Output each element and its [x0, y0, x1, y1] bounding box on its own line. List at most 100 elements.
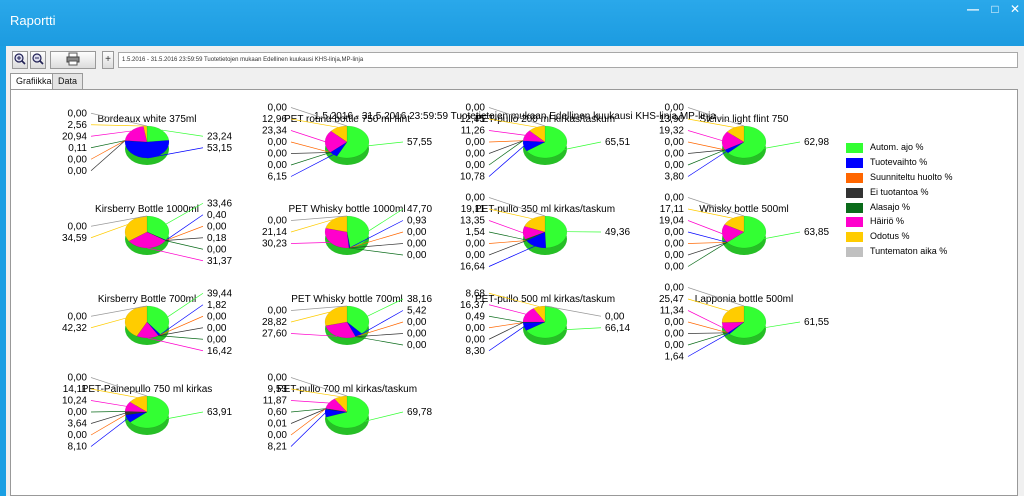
pie-slice — [727, 125, 767, 159]
pie-slice — [124, 215, 148, 242]
pie-leader-line — [687, 151, 727, 177]
pie-leader-line — [687, 332, 728, 334]
pie-slice — [346, 215, 370, 249]
pie-value-label: 66,14 — [605, 323, 630, 334]
pie-value-label: 63,85 — [804, 227, 829, 238]
pie-leader-line — [348, 231, 404, 249]
pie-value-label: 53,15 — [207, 143, 232, 154]
print-button[interactable] — [50, 51, 96, 69]
pie-value-label: 0,00 — [268, 216, 288, 227]
pie-leader-line — [90, 140, 126, 149]
pie-value-label: 11,34 — [660, 306, 685, 317]
pie-value-label: 0,00 — [207, 244, 227, 255]
pie-leader-line — [687, 197, 745, 217]
pie-slice — [526, 125, 568, 159]
pie-value-label: 0,00 — [665, 193, 685, 204]
pie-value-label: 0,00 — [68, 430, 88, 441]
zoom-in-button[interactable] — [12, 51, 28, 69]
pie-leader-line — [488, 231, 526, 241]
pie-leader-line — [290, 400, 329, 404]
pie-leader-line — [165, 202, 204, 225]
pie-leader-line — [488, 208, 533, 220]
maximize-button[interactable]: □ — [991, 2, 999, 16]
pie-value-label: 16,37 — [460, 300, 485, 311]
pie-leader-line — [348, 243, 404, 249]
pie-slice — [544, 215, 568, 249]
pie-leader-line — [687, 149, 725, 154]
chart-panel: 1.5.2016 - 31.5.2016 23:59:59 Tuotetieto… — [10, 89, 1018, 496]
legend-swatch — [846, 158, 863, 168]
pie-leader-line — [290, 215, 348, 221]
pie-leader-line — [488, 220, 524, 234]
pie-value-label: 5,42 — [407, 306, 427, 317]
report-window: + 1.5.2016 - 31.5.2016 23:59:59 Tuotetie… — [6, 46, 1024, 496]
legend-item: Suunniteltu huolto % — [846, 172, 1016, 184]
pie-value-label: 62,98 — [804, 137, 829, 148]
report-path-field[interactable]: 1.5.2016 - 31.5.2016 23:59:59 Tuotetieto… — [118, 52, 1018, 68]
pie-value-label: 0,00 — [466, 334, 486, 345]
pie-leader-line — [290, 154, 334, 177]
pie-leader-line — [488, 322, 524, 340]
pie-leader-line — [90, 224, 128, 239]
legend-swatch — [846, 173, 863, 183]
pie-leader-line — [165, 237, 204, 241]
pie-value-label: 0,00 — [466, 137, 486, 148]
pie-slice — [721, 305, 745, 323]
pie-leader-line — [564, 141, 602, 150]
expand-button[interactable]: + — [102, 51, 114, 69]
pie-value-label: 0,00 — [207, 221, 227, 232]
pie-leader-line — [488, 240, 527, 256]
pie-leader-line — [147, 337, 204, 352]
close-button[interactable]: ✕ — [1009, 2, 1021, 16]
pie-chart: Stelvin light flint 7500,0013,9019,320,0… — [659, 103, 829, 183]
pie-slice — [324, 305, 348, 327]
pie-leader-line — [687, 321, 728, 334]
pie-value-label: 0,00 — [68, 407, 88, 418]
zoom-out-button[interactable] — [30, 51, 46, 69]
legend-swatch — [846, 203, 863, 213]
pie-leader-line — [290, 107, 348, 127]
pie-slice — [522, 225, 546, 240]
pie-leader-line — [290, 130, 326, 142]
pie-value-label: 0,00 — [665, 149, 685, 160]
pie-value-label: 0,00 — [268, 160, 288, 171]
pie-value-label: 30,23 — [262, 239, 287, 250]
pie-leader-line — [488, 322, 524, 329]
pie-value-label: 47,70 — [407, 204, 432, 215]
pie-leader-line — [488, 197, 546, 217]
pie-value-label: 0,00 — [665, 137, 685, 148]
pie-value-label: 19,04 — [659, 216, 684, 227]
pie-value-label: 28,82 — [262, 317, 287, 328]
pie-leader-line — [687, 107, 745, 127]
pie-leader-line — [90, 140, 126, 160]
pie-leader-line — [290, 311, 330, 323]
pie-leader-line — [564, 327, 602, 331]
window-title: Raportti — [10, 13, 56, 28]
pie-value-label: 17,11 — [660, 204, 685, 215]
minimize-button[interactable]: — — [967, 2, 979, 16]
legend-swatch — [846, 188, 863, 198]
pie-leader-line — [367, 298, 404, 317]
pie-title: Bordeaux white 375ml — [98, 114, 197, 125]
pie-leader-line — [167, 292, 204, 318]
pie-value-label: 10,78 — [460, 172, 485, 183]
pie-leader-line — [90, 130, 131, 137]
pie-leader-line — [90, 140, 126, 172]
pie-value-label: 57,55 — [407, 137, 432, 148]
pie-value-label: 27,60 — [262, 329, 287, 340]
pie-leader-line — [290, 152, 331, 154]
pie-leader-line — [90, 410, 126, 413]
legend-swatch — [846, 247, 863, 257]
pie-slice — [526, 231, 547, 249]
pie-leader-line — [358, 310, 404, 336]
pie-leader-line — [290, 219, 334, 233]
pie-value-label: 23,24 — [207, 131, 232, 142]
pie-leader-line — [90, 412, 126, 424]
pie-leader-line — [349, 220, 404, 249]
tab-data[interactable]: Data — [52, 73, 84, 89]
pie-leader-line — [147, 147, 204, 159]
pie-leader-line — [687, 141, 725, 151]
pie-title: PET-pullo 350 ml kirkas/taskum — [475, 204, 615, 215]
pie-chart: Bordeaux white 375ml0,002,5620,940,110,0… — [62, 108, 232, 177]
tab-grafiikka[interactable]: Grafiikka — [10, 73, 58, 90]
